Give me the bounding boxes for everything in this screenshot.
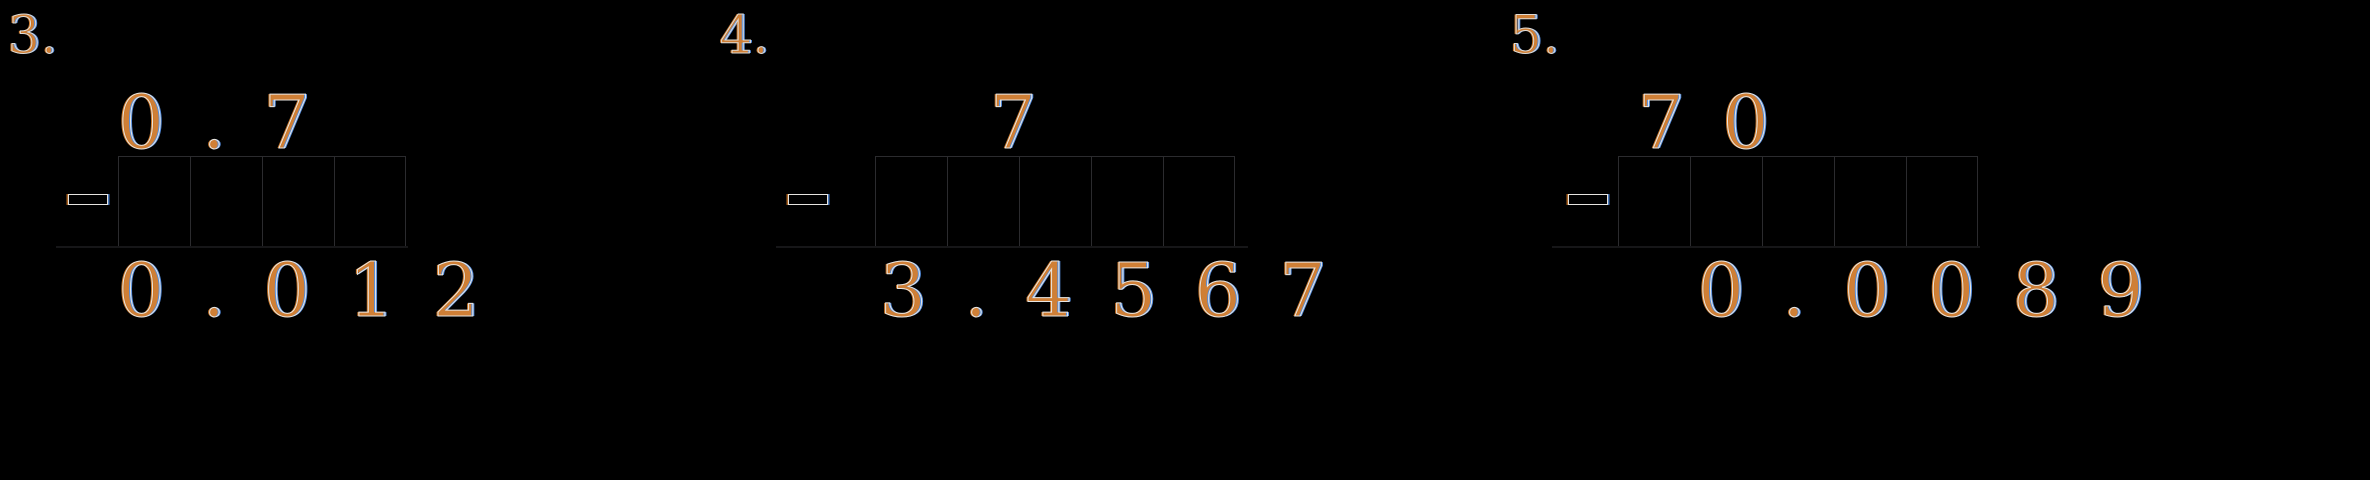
answer-box[interactable] bbox=[262, 156, 334, 246]
result-row: 0 . 0 0 8 9 bbox=[1697, 248, 2159, 334]
minus-operator-icon bbox=[788, 194, 828, 205]
answer-box[interactable] bbox=[875, 156, 947, 246]
result-digit: 5 bbox=[1110, 248, 1158, 334]
answer-box[interactable] bbox=[947, 156, 1019, 246]
problem-number-label: 4. bbox=[720, 6, 771, 66]
answer-box[interactable] bbox=[1690, 156, 1762, 246]
answer-box[interactable] bbox=[1618, 156, 1690, 246]
problem-number-text: 5. bbox=[1510, 6, 1561, 66]
minuend-digit: 0 bbox=[117, 80, 166, 166]
problem-number-text: 3. bbox=[8, 6, 59, 66]
result-digit: 8 bbox=[2012, 248, 2061, 334]
answer-box[interactable] bbox=[1019, 156, 1091, 246]
minuend-digit: 0 bbox=[1722, 80, 1770, 166]
answer-box[interactable] bbox=[190, 156, 262, 246]
answer-box[interactable] bbox=[1906, 156, 1978, 246]
answer-box[interactable] bbox=[118, 156, 190, 246]
result-digit: 7 bbox=[1279, 248, 1327, 334]
result-digit: 0 bbox=[117, 248, 166, 334]
result-digit: 9 bbox=[2097, 248, 2145, 334]
result-digit: 0 bbox=[263, 248, 311, 334]
minuend-row: 0 . 7 bbox=[117, 80, 325, 166]
subtraction-rule bbox=[56, 246, 408, 248]
result-row: 3 . 4 5 6 7 bbox=[879, 248, 1341, 334]
result-digit: 4 bbox=[1025, 248, 1073, 334]
result-digit: 0 bbox=[1697, 248, 1746, 334]
minus-operator-icon bbox=[1568, 194, 1608, 205]
result-digit: 6 bbox=[1194, 248, 1243, 334]
minuend-digit: 7 bbox=[263, 80, 311, 166]
result-digit: 2 bbox=[432, 248, 481, 334]
result-digit: 3 bbox=[879, 248, 928, 334]
decimal-point: . bbox=[202, 80, 227, 166]
answer-box-grid bbox=[1618, 156, 1978, 246]
minuend-digit: 7 bbox=[989, 80, 1038, 166]
subtraction-rule bbox=[776, 246, 1248, 248]
result-digit: 0 bbox=[1843, 248, 1891, 334]
answer-box-grid bbox=[118, 156, 406, 246]
problem-4: 4. 7 3 . 4 5 6 7 bbox=[700, 0, 1490, 480]
problem-number-label: 5. bbox=[1510, 6, 1561, 66]
answer-box[interactable] bbox=[1091, 156, 1163, 246]
decimal-point: . bbox=[1782, 248, 1807, 334]
answer-box-grid bbox=[875, 156, 1235, 246]
decimal-point: . bbox=[964, 248, 989, 334]
answer-box[interactable] bbox=[334, 156, 406, 246]
subtraction-rule bbox=[1552, 246, 1980, 248]
answer-box[interactable] bbox=[1163, 156, 1235, 246]
answer-box[interactable] bbox=[1762, 156, 1834, 246]
minuend-row: 7 0 bbox=[1637, 80, 1784, 166]
problem-number-label: 3. bbox=[8, 6, 59, 66]
minuend-digit: 7 bbox=[1637, 80, 1686, 166]
problem-3: 3. 0 . 7 0 . 0 1 2 bbox=[0, 0, 700, 480]
result-digit: 1 bbox=[348, 248, 396, 334]
answer-box[interactable] bbox=[1834, 156, 1906, 246]
problem-5: 5. 7 0 0 . 0 0 8 9 bbox=[1490, 0, 2370, 480]
problem-number-text: 4. bbox=[720, 6, 771, 66]
result-digit: 0 bbox=[1928, 248, 1976, 334]
decimal-point: . bbox=[202, 248, 227, 334]
minuend-row: 7 bbox=[989, 80, 1051, 166]
minus-operator-icon bbox=[68, 194, 108, 205]
result-row: 0 . 0 1 2 bbox=[117, 248, 494, 334]
